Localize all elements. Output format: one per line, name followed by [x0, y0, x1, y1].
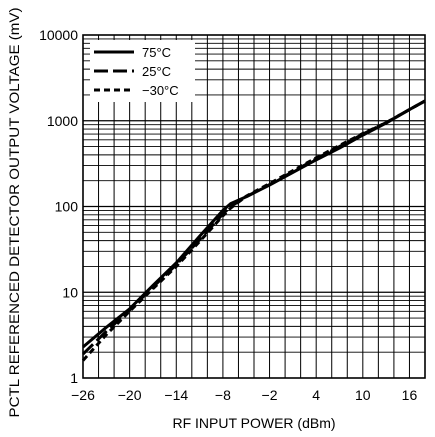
x-tick-label: −26 — [71, 387, 95, 403]
y-tick-label: 10 — [62, 284, 78, 300]
x-tick-label: −14 — [164, 387, 188, 403]
x-tick-label: 4 — [312, 387, 320, 403]
series-lines — [81, 99, 426, 362]
x-tick-label: 10 — [355, 387, 371, 403]
y-tick-label: 100 — [55, 199, 79, 215]
x-tick-label: 16 — [402, 387, 418, 403]
y-tick-label: 1 — [70, 370, 78, 386]
legend: 75°C 25°C −30°C — [90, 40, 195, 102]
x-tick-label: −8 — [215, 387, 231, 403]
x-axis-label: RF INPUT POWER (dBm) — [172, 415, 335, 431]
y-tick-labels: 1 10 100 1000 10000 — [39, 27, 78, 386]
x-tick-label: −20 — [118, 387, 142, 403]
y-tick-label: 10000 — [39, 27, 78, 43]
y-tick-label: 1000 — [47, 113, 78, 129]
x-tick-label: −2 — [262, 387, 278, 403]
legend-label-1: 25°C — [142, 64, 171, 79]
x-tick-labels: −26 −20 −14 −8 −2 4 10 16 — [71, 387, 417, 403]
legend-label-0: 75°C — [142, 45, 171, 60]
y-axis-label: PCTL REFERENCED DETECTOR OUTPUT VOLTAGE … — [6, 8, 22, 418]
legend-label-2: −30°C — [142, 83, 179, 98]
plot-frame — [82, 34, 426, 379]
series-line-2 — [81, 99, 426, 362]
